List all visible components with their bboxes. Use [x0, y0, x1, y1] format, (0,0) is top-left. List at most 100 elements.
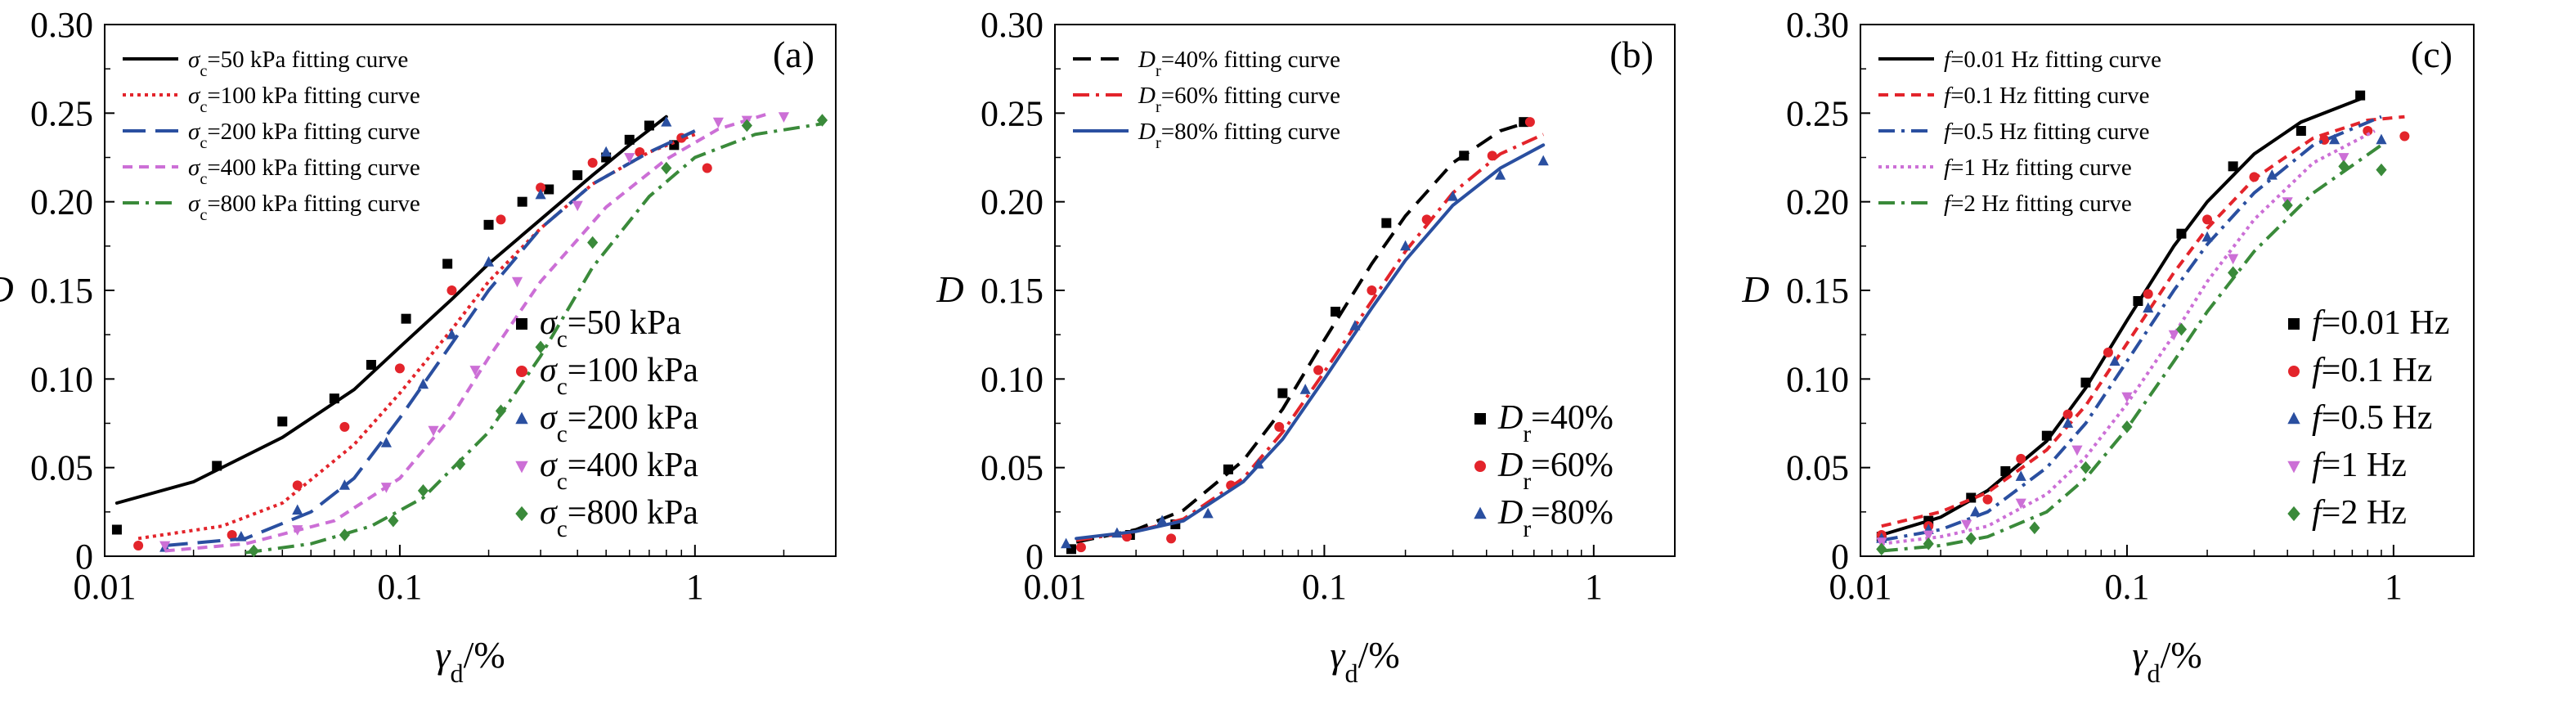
- data-point: [661, 161, 672, 175]
- series-a-3: [159, 111, 790, 553]
- x-axis-label: γd/%: [435, 634, 505, 688]
- fitting-curve: [164, 129, 696, 547]
- data-point: [2282, 199, 2293, 212]
- data-point: [454, 457, 466, 471]
- y-tick-label: 0.30: [30, 5, 93, 45]
- data-point: [1349, 320, 1361, 330]
- data-point: [388, 514, 399, 528]
- legend-line-label: f=1 Hz fitting curve: [1944, 155, 2132, 181]
- legend-line-label: σc=200 kPa fitting curve: [188, 119, 420, 152]
- legend-line-label: σc=100 kPa fitting curve: [188, 83, 420, 116]
- data-point: [1367, 285, 1377, 295]
- data-point: [2121, 392, 2133, 403]
- data-point: [1253, 458, 1264, 469]
- y-tick-label: 0.05: [981, 448, 1043, 488]
- data-point: [482, 256, 495, 267]
- legend-marker-label: σc=100 kPa: [540, 352, 698, 400]
- y-tick-label: 0.10: [1786, 359, 1849, 399]
- data-point: [702, 163, 712, 173]
- data-point: [1537, 155, 1549, 166]
- data-point: [339, 479, 350, 490]
- data-point: [1923, 537, 1934, 550]
- data-point: [1299, 384, 1311, 394]
- data-point: [2080, 377, 2091, 388]
- data-point: [339, 421, 350, 432]
- series-c-4: [1876, 143, 2387, 556]
- data-point: [2399, 131, 2410, 142]
- panel-c: 0 0.05 0.10 0.15 0.20 0.25 0.30 0.01 0.1 1 γd/% D (c…: [1741, 5, 2475, 688]
- fitting-curve: [1075, 119, 1535, 544]
- y-axis-label: D: [0, 268, 14, 310]
- series-b-1: [1075, 117, 1545, 553]
- data-point: [1876, 542, 1887, 556]
- x-axis-label: γd/%: [2132, 634, 2201, 688]
- data-point: [2228, 266, 2239, 280]
- series-c-3: [1876, 129, 2376, 548]
- data-point: [329, 393, 339, 404]
- panel-tag: (a): [773, 34, 815, 75]
- data-point: [495, 404, 507, 418]
- data-point: [2016, 453, 2026, 464]
- series-a-4: [245, 114, 828, 558]
- y-tick-label: 0.30: [1786, 5, 1849, 45]
- x-tick-label: 0.01: [1829, 567, 1892, 607]
- data-point: [2062, 409, 2073, 420]
- panel-a: 0 0.05 0.10 0.15 0.20 0.25 0.30 0.01 0.1 1 γd/% D (a…: [0, 5, 837, 688]
- data-point: [600, 146, 612, 157]
- data-point: [1223, 464, 1233, 474]
- fitting-curve: [245, 122, 823, 555]
- legend-line-label: f=2 Hz fitting curve: [1944, 191, 2132, 217]
- data-point: [292, 504, 303, 515]
- legend-marker-swatch: [2288, 318, 2300, 330]
- data-point: [1459, 151, 1470, 161]
- data-point: [644, 120, 654, 131]
- y-tick-label: 0: [1831, 537, 1849, 577]
- fitting-curve: [1881, 129, 2376, 546]
- data-point: [1331, 307, 1341, 317]
- data-point: [587, 236, 599, 249]
- data-point: [2029, 521, 2040, 535]
- data-point: [2338, 153, 2349, 164]
- fitting-curve: [1075, 133, 1545, 542]
- data-point: [236, 530, 247, 541]
- data-point: [2328, 133, 2340, 145]
- data-point: [2249, 172, 2260, 182]
- legend-marker-swatch: [2287, 461, 2300, 474]
- legend-marker-swatch: [1474, 506, 1487, 519]
- data-point: [1965, 532, 1977, 546]
- legend-line-label: Dr=60% fitting curve: [1138, 83, 1340, 116]
- y-tick-label: 0.15: [981, 271, 1043, 311]
- fitting-curve: [1881, 115, 2382, 542]
- data-point: [380, 437, 392, 447]
- data-point: [2376, 133, 2387, 145]
- data-point: [2015, 470, 2026, 481]
- legend-marker-swatch: [2288, 366, 2300, 377]
- panel-tag: (b): [1609, 34, 1654, 75]
- panel-tag: (c): [2411, 34, 2453, 75]
- data-point: [2228, 161, 2238, 172]
- y-tick-label: 0.20: [30, 182, 93, 222]
- y-tick-label: 0.20: [1786, 182, 1849, 222]
- data-point: [292, 525, 303, 536]
- data-point: [1111, 527, 1123, 538]
- legend-line-label: f=0.1 Hz fitting curve: [1944, 83, 2150, 109]
- data-point: [2355, 90, 2366, 101]
- data-point: [133, 541, 144, 550]
- data-point: [1075, 542, 1086, 553]
- legend-marker-swatch: [1474, 461, 1486, 472]
- data-point: [816, 114, 828, 127]
- data-point: [2103, 347, 2113, 357]
- data-point: [1447, 190, 1459, 201]
- data-point: [446, 328, 458, 339]
- data-point: [2168, 330, 2179, 341]
- data-point: [483, 219, 494, 230]
- legend-marker-swatch: [516, 366, 527, 377]
- x-axis-label: γd/%: [1330, 634, 1399, 688]
- data-point: [511, 276, 523, 288]
- data-point: [2133, 296, 2143, 306]
- data-point: [428, 425, 439, 437]
- data-point: [712, 117, 724, 128]
- data-point: [380, 483, 392, 493]
- data-point: [1969, 506, 1981, 517]
- data-point: [778, 112, 790, 123]
